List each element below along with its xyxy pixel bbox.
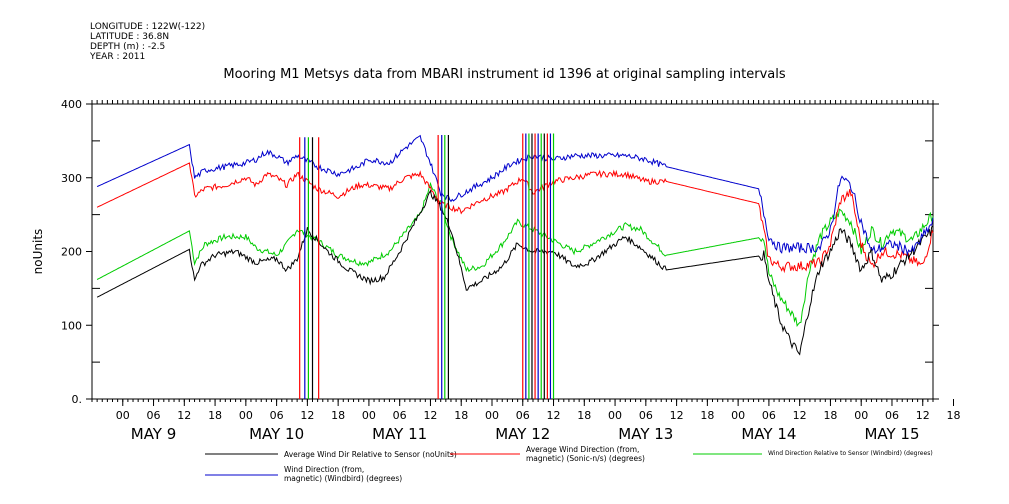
metadata-longitude: LONGITUDE : 122W(-122)	[90, 22, 206, 32]
x-tick-label: 06	[147, 409, 161, 422]
x-tick-label: 06	[885, 409, 899, 422]
x-tick-label: 06	[762, 409, 776, 422]
x-tick-label: 06	[516, 409, 530, 422]
metadata-latitude: LATITUDE : 36.8N	[90, 32, 170, 42]
x-tick-label: 06	[393, 409, 407, 422]
x-tick-label: 06	[270, 409, 284, 422]
x-tick-label: 12	[177, 409, 191, 422]
date-label: MAY 12	[495, 425, 550, 443]
x-tick-label: 00	[485, 409, 499, 422]
date-label: MAY 14	[741, 425, 796, 443]
x-tick-label: 00	[731, 409, 745, 422]
y-tick-label: 100	[61, 319, 82, 332]
chart-title: Mooring M1 Metsys data from MBARI instru…	[223, 67, 786, 82]
x-tick-label: 12	[300, 409, 314, 422]
metadata-year: YEAR : 2011	[90, 52, 146, 62]
y-axis-label: noUnits	[31, 229, 45, 275]
date-label: MAY 9	[131, 425, 177, 443]
date-label: MAY 13	[618, 425, 673, 443]
legend-label: magnetic) (Windbird) (degrees)	[284, 474, 402, 483]
y-tick-label: 0.	[72, 393, 83, 406]
date-label: MAY 10	[249, 425, 304, 443]
legend-label: magnetic) (Sonic-n/s) (degrees)	[526, 454, 645, 463]
x-tick-label: 00	[854, 409, 868, 422]
date-label: MAY 15	[864, 425, 919, 443]
x-tick-label: 00	[239, 409, 253, 422]
legend-label: Average Wind Dir Relative to Sensor (noU…	[284, 450, 457, 459]
legend-label: Wind Direction (from,	[284, 465, 364, 474]
x-tick-label: 18	[454, 409, 468, 422]
x-tick-label: 18	[577, 409, 591, 422]
x-tick-label: 18	[947, 409, 961, 422]
x-tick-label: 12	[793, 409, 807, 422]
date-label: MAY 11	[372, 425, 427, 443]
y-tick-label: 300	[61, 172, 82, 185]
y-tick-label: 400	[61, 98, 82, 111]
x-tick-label: 12	[547, 409, 561, 422]
x-tick-label: 06	[639, 409, 653, 422]
x-tick-label: 00	[116, 409, 130, 422]
x-tick-label: 00	[362, 409, 376, 422]
y-tick-label: 200	[61, 246, 82, 259]
series-line-2	[96, 181, 934, 327]
series-line-3	[96, 134, 934, 257]
series-line-0	[96, 189, 934, 356]
x-tick-label: 00	[608, 409, 622, 422]
legend-label: Average Wind Direction (from,	[526, 445, 639, 454]
plot-frame	[91, 103, 934, 400]
series-line-1	[96, 162, 934, 274]
legend-label: Wind Direction Relative to Sensor (Windb…	[768, 450, 933, 457]
x-tick-label: 18	[823, 409, 837, 422]
x-tick-label: 12	[423, 409, 437, 422]
x-tick-label: 18	[331, 409, 345, 422]
x-tick-label: 18	[700, 409, 714, 422]
x-tick-label: 12	[916, 409, 930, 422]
metadata-depth: DEPTH (m) : -2.5	[90, 42, 166, 52]
x-tick-label: 12	[670, 409, 684, 422]
x-tick-label: 18	[208, 409, 222, 422]
metadata-block: LONGITUDE : 122W(-122) LATITUDE : 36.8N …	[90, 22, 205, 62]
